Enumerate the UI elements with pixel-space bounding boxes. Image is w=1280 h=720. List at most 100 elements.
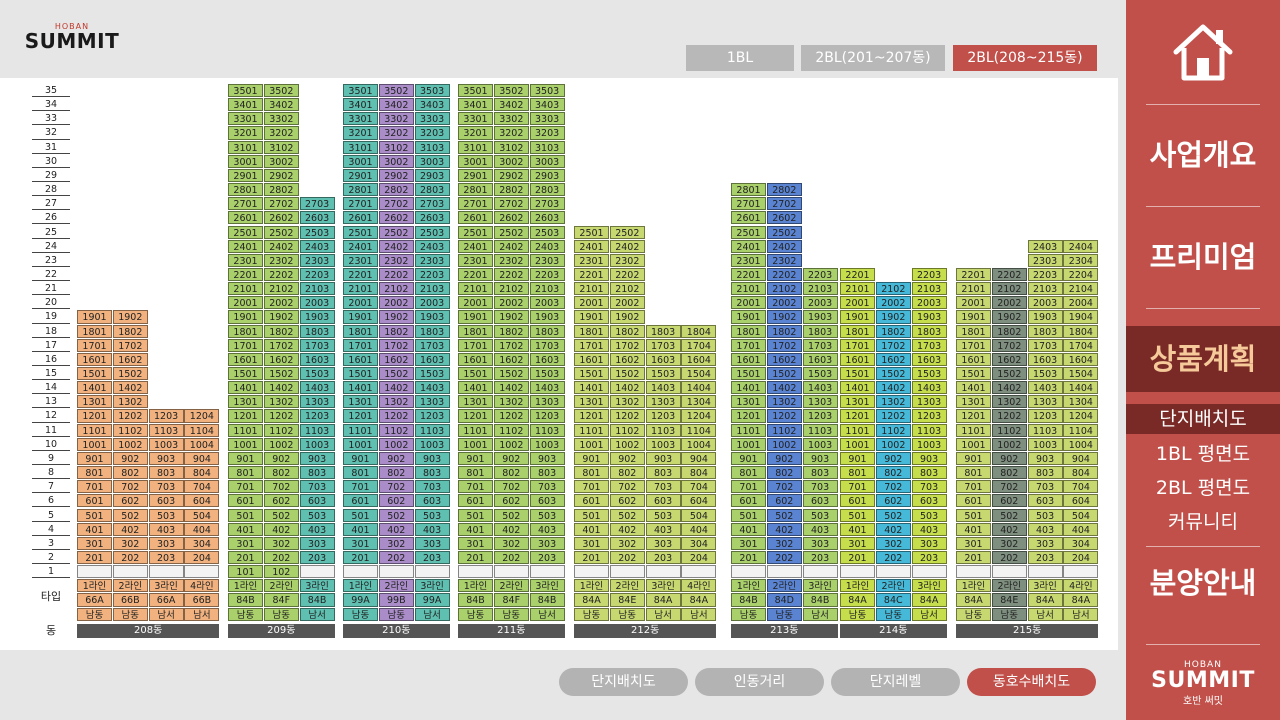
unit-cell: 303 bbox=[529, 536, 565, 550]
unit-cell: 304 bbox=[681, 536, 717, 550]
unit-cell: 1502 bbox=[493, 367, 529, 381]
unit-cell: 1901 bbox=[574, 310, 609, 324]
unit-cell: 902 bbox=[263, 451, 299, 466]
sidebar-subitem-1bl-floorplan[interactable]: 1BL 평면도 bbox=[1155, 443, 1251, 465]
unit-cell: 2501 bbox=[343, 225, 378, 239]
direction-label: 남서 bbox=[299, 607, 335, 621]
unit-cell: 901 bbox=[574, 451, 609, 466]
line-label: 3라인 bbox=[1027, 579, 1063, 593]
unit-cell: 2202 bbox=[378, 267, 414, 282]
type-label: 84F bbox=[263, 593, 299, 607]
type-label: 66B bbox=[184, 593, 220, 607]
unit-cell: 3101 bbox=[228, 140, 263, 154]
home-icon[interactable] bbox=[1172, 22, 1234, 82]
unit-cell: 3003 bbox=[414, 154, 450, 168]
unit-cell: 601 bbox=[574, 494, 609, 508]
unit-cell: 702 bbox=[766, 480, 802, 494]
sidebar-item-sales-info[interactable]: 분양안내 bbox=[1149, 566, 1257, 600]
unit-cell: 1001 bbox=[574, 437, 609, 451]
unit-cell: 1003 bbox=[802, 437, 838, 451]
building-distance-button[interactable]: 인동거리 bbox=[695, 668, 824, 696]
tab-2bl-201-207[interactable]: 2BL(201~207동) bbox=[801, 45, 945, 71]
tab-1bl[interactable]: 1BL bbox=[686, 45, 794, 71]
unit-cell: 3102 bbox=[378, 140, 414, 154]
unit-cell: 1401 bbox=[840, 381, 875, 395]
line-label: 3라인 bbox=[529, 579, 565, 593]
unit-cell: 502 bbox=[766, 508, 802, 522]
line-label: 2라인 bbox=[112, 579, 148, 593]
floor-label: 28 bbox=[32, 183, 70, 197]
unit-cell: 1401 bbox=[956, 381, 991, 395]
unit-cell: 2301 bbox=[343, 253, 378, 267]
unit-cell: 3501 bbox=[228, 84, 263, 98]
sidebar-brand-small: HOBAN bbox=[1184, 660, 1222, 670]
sidebar-subitem-community[interactable]: 커뮤니티 bbox=[1168, 511, 1238, 533]
unit-cell: 602 bbox=[766, 494, 802, 508]
unit-cell: 2103 bbox=[1027, 282, 1063, 296]
unit-layout-button[interactable]: 동호수배치도 bbox=[967, 668, 1096, 696]
unit-cell: 402 bbox=[378, 522, 414, 536]
unit-cell: 1401 bbox=[228, 381, 263, 395]
unit-cell: 802 bbox=[493, 466, 529, 480]
unit-cell: 2803 bbox=[529, 183, 565, 197]
unit-cell: 802 bbox=[112, 466, 148, 480]
unit-cell: 2402 bbox=[263, 239, 299, 253]
sidebar-item-product-plan[interactable]: 상품계획 bbox=[1126, 326, 1280, 392]
unit-cell: 302 bbox=[609, 536, 645, 550]
unit-cell: 1003 bbox=[414, 437, 450, 451]
unit-cell: 201 bbox=[731, 550, 766, 565]
unit-cell: 2302 bbox=[263, 253, 299, 267]
unit-cell: 303 bbox=[299, 536, 335, 550]
unit-cell: 2301 bbox=[731, 253, 766, 267]
unit-cell: 1603 bbox=[911, 352, 947, 366]
unit-cell: 2701 bbox=[458, 197, 493, 211]
unit-cell: 1503 bbox=[1027, 367, 1063, 381]
unit-cell: 3001 bbox=[458, 154, 493, 168]
unit-cell: 504 bbox=[681, 508, 717, 522]
unit-cell: 1001 bbox=[731, 437, 766, 451]
unit-cell: 3103 bbox=[414, 140, 450, 154]
unit-cell: 1601 bbox=[228, 352, 263, 366]
building-label: 213동 bbox=[731, 623, 838, 638]
sidebar-item-overview[interactable]: 사업개요 bbox=[1149, 138, 1257, 172]
unit-cell-empty bbox=[458, 565, 493, 579]
unit-cell: 602 bbox=[378, 494, 414, 508]
building-label: 212동 bbox=[574, 623, 717, 638]
unit-cell: 2702 bbox=[766, 197, 802, 211]
line-label: 2라인 bbox=[609, 579, 645, 593]
unit-cell: 902 bbox=[378, 451, 414, 466]
line-label: 1라인 bbox=[574, 579, 609, 593]
unit-cell: 1002 bbox=[991, 437, 1027, 451]
direction-label: 남서 bbox=[681, 607, 717, 621]
floor-label: 12 bbox=[32, 409, 70, 423]
type-label: 84A bbox=[574, 593, 609, 607]
unit-cell: 2902 bbox=[493, 168, 529, 183]
unit-cell: 401 bbox=[77, 522, 112, 536]
sidebar-item-premium[interactable]: 프리미엄 bbox=[1149, 240, 1257, 274]
unit-cell: 1102 bbox=[112, 423, 148, 437]
sidebar-subitem-2bl-floorplan[interactable]: 2BL 평면도 bbox=[1155, 477, 1251, 499]
unit-cell: 1801 bbox=[574, 324, 609, 338]
unit-cell-empty bbox=[112, 565, 148, 579]
unit-cell: 302 bbox=[991, 536, 1027, 550]
unit-cell: 2402 bbox=[378, 239, 414, 253]
unit-cell: 2002 bbox=[263, 296, 299, 310]
unit-cell: 2203 bbox=[299, 267, 335, 282]
site-level-button[interactable]: 단지레벨 bbox=[831, 668, 960, 696]
type-label: 84C bbox=[875, 593, 911, 607]
tab-2bl-208-215[interactable]: 2BL(208~215동) bbox=[953, 45, 1097, 71]
unit-cell: 1903 bbox=[1027, 310, 1063, 324]
brand-logo[interactable]: HOBAN SUMMIT bbox=[22, 22, 122, 51]
unit-cell: 3203 bbox=[414, 126, 450, 140]
unit-cell: 1701 bbox=[77, 338, 112, 352]
unit-cell: 1703 bbox=[1027, 338, 1063, 352]
unit-cell: 1003 bbox=[645, 437, 681, 451]
direction-label: 남서 bbox=[529, 607, 565, 621]
site-plan-button[interactable]: 단지배치도 bbox=[559, 668, 688, 696]
sidebar-subitem-site-plan[interactable]: 단지배치도 bbox=[1126, 404, 1280, 434]
unit-cell: 1503 bbox=[802, 367, 838, 381]
unit-cell: 1303 bbox=[911, 395, 947, 409]
unit-cell: 2402 bbox=[766, 239, 802, 253]
unit-cell-empty bbox=[148, 565, 184, 579]
unit-cell-empty bbox=[414, 565, 450, 579]
